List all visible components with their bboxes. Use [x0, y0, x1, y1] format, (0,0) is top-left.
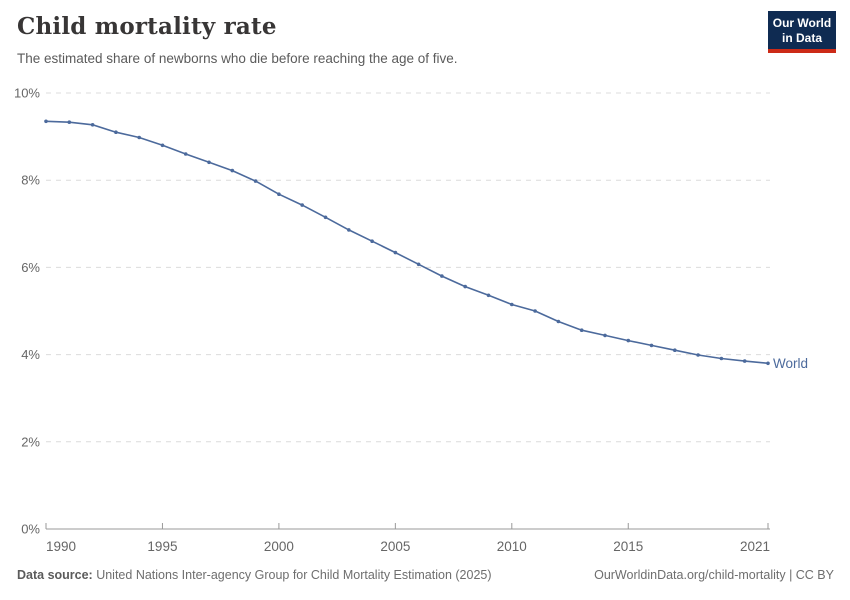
- owid-logo-line1: Our World: [772, 16, 832, 30]
- y-tick-label: 8%: [21, 173, 40, 188]
- data-point[interactable]: [300, 203, 305, 207]
- data-point[interactable]: [253, 179, 258, 183]
- x-tick-label: 2005: [380, 539, 410, 554]
- owid-logo-line2: in Data: [781, 30, 822, 45]
- data-point[interactable]: [626, 338, 631, 343]
- data-point[interactable]: [137, 135, 141, 140]
- x-tick-label: 2010: [497, 539, 527, 554]
- data-point[interactable]: [44, 119, 48, 124]
- y-tick-label: 6%: [21, 260, 40, 275]
- x-tick-label: 1990: [46, 539, 76, 554]
- data-point[interactable]: [649, 343, 654, 348]
- x-tick-label: 2000: [264, 539, 294, 554]
- data-point[interactable]: [416, 262, 421, 267]
- chart-footer: Data source: United Nations Inter-agency…: [17, 568, 834, 582]
- data-source-text: United Nations Inter-agency Group for Ch…: [92, 568, 492, 582]
- y-tick-label: 10%: [14, 86, 40, 101]
- data-point[interactable]: [370, 239, 374, 243]
- data-point[interactable]: [766, 361, 770, 366]
- owid-link[interactable]: OurWorldinData.org/child-mortality | CC …: [594, 568, 834, 582]
- data-point[interactable]: [230, 168, 235, 173]
- x-tick-label: 2015: [613, 539, 643, 554]
- data-point[interactable]: [183, 152, 188, 156]
- data-source: Data source: United Nations Inter-agency…: [17, 568, 492, 582]
- data-point[interactable]: [323, 215, 328, 220]
- data-point[interactable]: [207, 160, 211, 165]
- y-tick-label: 2%: [21, 434, 40, 449]
- data-source-label: Data source:: [17, 568, 93, 582]
- y-tick-label: 0%: [21, 522, 40, 537]
- data-point[interactable]: [463, 284, 468, 289]
- chart-subtitle: The estimated share of newborns who die …: [17, 51, 458, 66]
- data-point[interactable]: [696, 353, 700, 357]
- page-title: Child mortality rate: [17, 13, 277, 40]
- owid-logo[interactable]: Our World in Data: [768, 11, 836, 54]
- data-point[interactable]: [347, 228, 351, 232]
- data-point[interactable]: [67, 120, 72, 124]
- data-point[interactable]: [742, 359, 747, 363]
- x-tick-label: 2021: [740, 539, 770, 554]
- data-line-world[interactable]: [45, 120, 769, 365]
- data-point[interactable]: [160, 143, 165, 148]
- x-tick-label: 1995: [147, 539, 177, 554]
- y-tick-label: 4%: [21, 347, 40, 362]
- series-label-world[interactable]: World: [773, 356, 808, 371]
- data-point[interactable]: [114, 130, 118, 134]
- data-point[interactable]: [486, 293, 491, 298]
- data-point[interactable]: [510, 302, 514, 307]
- data-point[interactable]: [556, 319, 561, 324]
- data-point[interactable]: [90, 123, 95, 127]
- data-point[interactable]: [603, 333, 607, 338]
- data-point[interactable]: [579, 328, 584, 333]
- data-point[interactable]: [277, 192, 281, 196]
- data-point[interactable]: [440, 274, 444, 278]
- data-point[interactable]: [393, 250, 398, 255]
- data-point[interactable]: [533, 309, 537, 313]
- data-point[interactable]: [719, 356, 724, 361]
- data-point[interactable]: [673, 348, 677, 353]
